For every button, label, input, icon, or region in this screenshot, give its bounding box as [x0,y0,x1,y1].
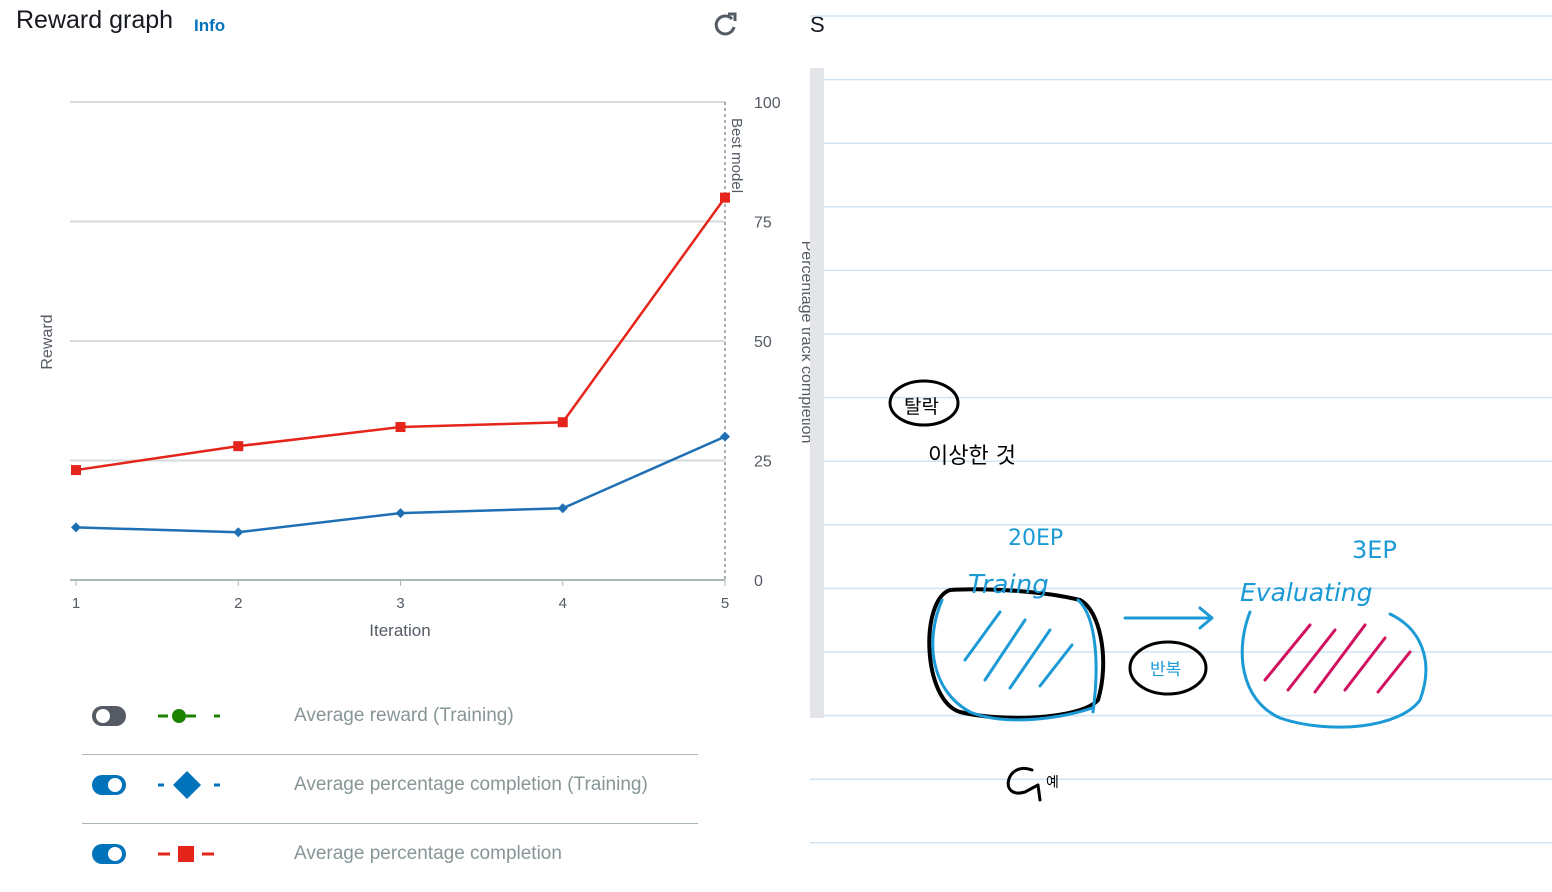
panel-title: Reward graph [16,6,174,34]
legend-row-average-percentage-completion: Average percentage completion [82,824,698,892]
data-point-diamond [395,508,406,519]
x-tick-label: 4 [559,595,567,612]
chart-legend: Average reward (Training) Average percen… [82,686,698,892]
series-toggle-average-percentage-completion[interactable] [92,844,126,864]
legend-label: Average percentage completion (Training) [294,774,648,795]
best-model-label: Best model [728,118,745,193]
ruled-lines [810,15,1552,844]
circled-word: 탈락 [904,396,939,418]
transition-arrow [1123,606,1214,630]
middle-word: 반복 [1150,660,1182,680]
training-blue-outline [931,598,1094,722]
data-point-square [71,465,81,476]
y2-tick-label: 75 [754,215,772,232]
y-axis-label: Reward [39,314,56,369]
notebook-canvas: 탈락 이상한 것 20EP Traing 3EP Evaluating 반복 예 [810,0,1552,867]
toggle-knob [96,709,110,723]
evaluating-blue-outline [1240,610,1428,729]
evaluating-label: Evaluating [1240,578,1373,607]
reward-graph-panel: Reward graph Info 0 25 50 75 100 1 2 3 4 5 Iterati… [16,6,810,864]
legend-label: Average reward (Training) [294,705,514,726]
notebook-lines [810,15,1552,844]
example-label: 예 [1046,775,1059,791]
training-time: 20EP [1008,526,1064,551]
legend-diamond-marker-icon [158,771,220,799]
x-tick-label: 3 [396,595,404,612]
toggle-knob [108,847,122,861]
training-label: Traing [968,570,1049,600]
legend-square-marker-icon [158,846,214,862]
info-link[interactable]: Info [194,16,226,35]
training-ink-outline [927,587,1106,720]
legend-label: Average percentage completion [294,843,562,864]
x-tick-label: 2 [234,595,242,612]
y2-tick-label: 100 [754,95,781,112]
y2-tick-label: 50 [754,334,772,351]
legend-circle-marker-icon [158,709,220,723]
y2-axis-label: Percentage track completion [798,241,810,444]
evaluating-time: 3EP [1352,536,1397,564]
cut-off-heading-letter: S [810,12,825,37]
data-point-diamond [233,527,244,538]
y2-tick-label: 0 [754,573,763,590]
data-point-diamond [71,522,81,533]
data-point-diamond [557,503,568,514]
series-toggle-average-reward[interactable] [92,706,126,726]
training-hatching [963,610,1074,690]
x-tick-label: 1 [72,595,80,612]
x-axis-label: Iteration [369,621,430,640]
evaluating-hatching [1263,623,1412,694]
series-toggle-average-percentage-completion-training[interactable] [92,775,126,795]
data-point-square [557,417,568,428]
data-point-square [233,441,244,452]
legend-row-average-reward-training: Average reward (Training) [82,686,698,755]
data-point-diamond [720,431,730,442]
data-point-square [395,422,406,433]
notebook-margin-bar [810,68,824,718]
legend-row-average-percentage-completion-training: Average percentage completion (Training) [82,755,698,824]
refresh-icon[interactable] [710,10,740,40]
circled-word-ink-circle [888,379,960,427]
odd-note: 이상한 것 [928,444,1016,469]
example-ink-mark [1006,766,1042,802]
reward-line-chart: 0 25 50 75 100 1 2 3 4 5 Iteration Reward Percentage… [39,95,810,640]
y2-tick-label: 25 [754,454,772,471]
training-blue-edge [1076,598,1098,714]
x-tick-label: 5 [721,595,729,612]
toggle-knob [108,778,122,792]
middle-word-ink-circle [1128,640,1208,696]
data-point-square [720,192,730,203]
